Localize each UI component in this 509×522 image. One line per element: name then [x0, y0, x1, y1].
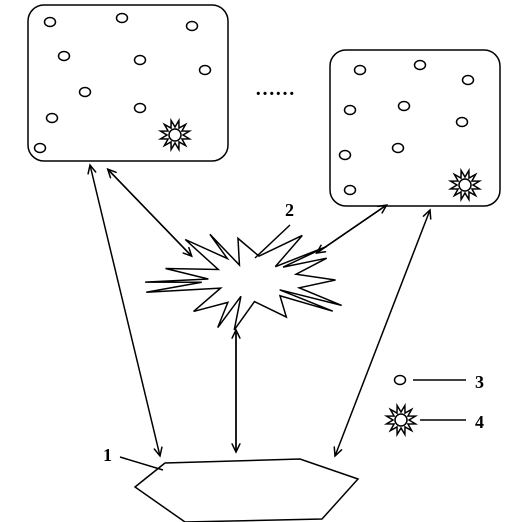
ellipsis: ……: [255, 78, 295, 101]
label-2: 2: [285, 200, 294, 221]
label-3: 3: [475, 372, 484, 393]
box-left: [28, 5, 228, 161]
label-1: 1: [103, 445, 112, 466]
hexagon-shape: [135, 459, 358, 522]
label-4: 4: [475, 412, 484, 433]
burst-shape: [145, 234, 342, 330]
